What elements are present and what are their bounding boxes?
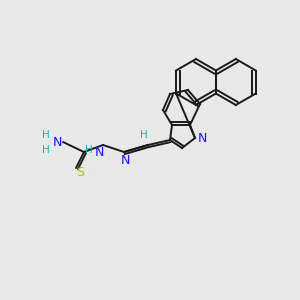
Text: H: H [140, 130, 148, 140]
Text: N: N [120, 154, 130, 166]
Text: H: H [42, 130, 50, 140]
Text: S: S [76, 166, 84, 178]
Text: N: N [94, 146, 104, 160]
Text: H: H [42, 145, 50, 155]
Text: H: H [85, 145, 93, 155]
Text: N: N [52, 136, 62, 149]
Text: N: N [197, 131, 207, 145]
